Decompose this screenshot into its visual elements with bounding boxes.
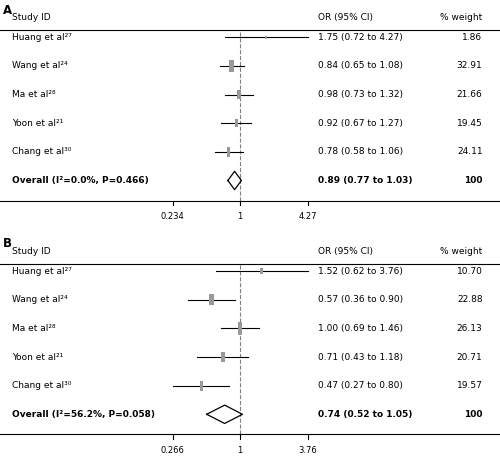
Text: % weight: % weight — [440, 246, 482, 256]
Text: 20.71: 20.71 — [457, 352, 482, 362]
Bar — [260, 268, 262, 274]
Text: 1.75 (0.72 to 4.27): 1.75 (0.72 to 4.27) — [318, 33, 402, 42]
Text: 0.74 (0.52 to 1.05): 0.74 (0.52 to 1.05) — [318, 410, 412, 419]
Text: 100: 100 — [464, 410, 482, 419]
Text: OR (95% CI): OR (95% CI) — [318, 246, 372, 256]
Bar — [238, 90, 241, 99]
Text: Yoon et al²¹: Yoon et al²¹ — [12, 352, 64, 362]
Bar — [238, 322, 242, 335]
Text: 1: 1 — [238, 212, 242, 221]
Text: Yoon et al²¹: Yoon et al²¹ — [12, 119, 64, 128]
Text: 0.92 (0.67 to 1.27): 0.92 (0.67 to 1.27) — [318, 119, 402, 128]
Text: Huang et al²⁷: Huang et al²⁷ — [12, 267, 72, 275]
Text: 0.234: 0.234 — [160, 212, 184, 221]
Text: Huang et al²⁷: Huang et al²⁷ — [12, 33, 72, 42]
Text: B: B — [2, 238, 12, 250]
Text: OR (95% CI): OR (95% CI) — [318, 13, 372, 22]
Bar — [226, 147, 230, 157]
Text: Study ID: Study ID — [12, 13, 51, 22]
Text: Chang et al³⁰: Chang et al³⁰ — [12, 381, 72, 390]
Text: 0.57 (0.36 to 0.90): 0.57 (0.36 to 0.90) — [318, 295, 402, 304]
Text: 1.00 (0.69 to 1.46): 1.00 (0.69 to 1.46) — [318, 324, 402, 333]
Text: Wang et al²⁴: Wang et al²⁴ — [12, 295, 68, 304]
Text: 19.57: 19.57 — [456, 381, 482, 390]
Text: 0.78 (0.58 to 1.06): 0.78 (0.58 to 1.06) — [318, 147, 402, 156]
Text: 0.89 (0.77 to 1.03): 0.89 (0.77 to 1.03) — [318, 176, 412, 185]
Text: 22.88: 22.88 — [457, 295, 482, 304]
Text: Overall (I²=0.0%, P=0.466): Overall (I²=0.0%, P=0.466) — [12, 176, 149, 185]
Text: 24.11: 24.11 — [457, 147, 482, 156]
Text: 3.76: 3.76 — [298, 445, 317, 455]
Text: 0.47 (0.27 to 0.80): 0.47 (0.27 to 0.80) — [318, 381, 402, 390]
Text: Study ID: Study ID — [12, 246, 51, 256]
Text: Overall (I²=56.2%, P=0.058): Overall (I²=56.2%, P=0.058) — [12, 410, 156, 419]
Text: 1.86: 1.86 — [462, 33, 482, 42]
Bar — [220, 352, 224, 362]
Text: 1: 1 — [238, 445, 242, 455]
Text: 26.13: 26.13 — [457, 324, 482, 333]
Text: 0.98 (0.73 to 1.32): 0.98 (0.73 to 1.32) — [318, 90, 402, 99]
Text: 21.66: 21.66 — [457, 90, 482, 99]
Text: Wang et al²⁴: Wang et al²⁴ — [12, 62, 68, 70]
Text: 10.70: 10.70 — [456, 267, 482, 275]
Bar — [200, 381, 203, 391]
Text: 0.71 (0.43 to 1.18): 0.71 (0.43 to 1.18) — [318, 352, 402, 362]
Text: Ma et al²⁸: Ma et al²⁸ — [12, 324, 56, 333]
Text: 32.91: 32.91 — [457, 62, 482, 70]
Text: 0.84 (0.65 to 1.08): 0.84 (0.65 to 1.08) — [318, 62, 402, 70]
Text: 1.52 (0.62 to 3.76): 1.52 (0.62 to 3.76) — [318, 267, 402, 275]
Text: 100: 100 — [464, 176, 482, 185]
Text: % weight: % weight — [440, 13, 482, 22]
Text: A: A — [2, 4, 12, 17]
Text: 19.45: 19.45 — [457, 119, 482, 128]
Bar — [234, 119, 238, 127]
Text: 0.266: 0.266 — [160, 445, 184, 455]
Text: 4.27: 4.27 — [298, 212, 317, 221]
Text: Chang et al³⁰: Chang et al³⁰ — [12, 147, 72, 156]
Bar — [209, 294, 214, 306]
Text: Ma et al²⁸: Ma et al²⁸ — [12, 90, 56, 99]
Bar — [230, 60, 234, 72]
